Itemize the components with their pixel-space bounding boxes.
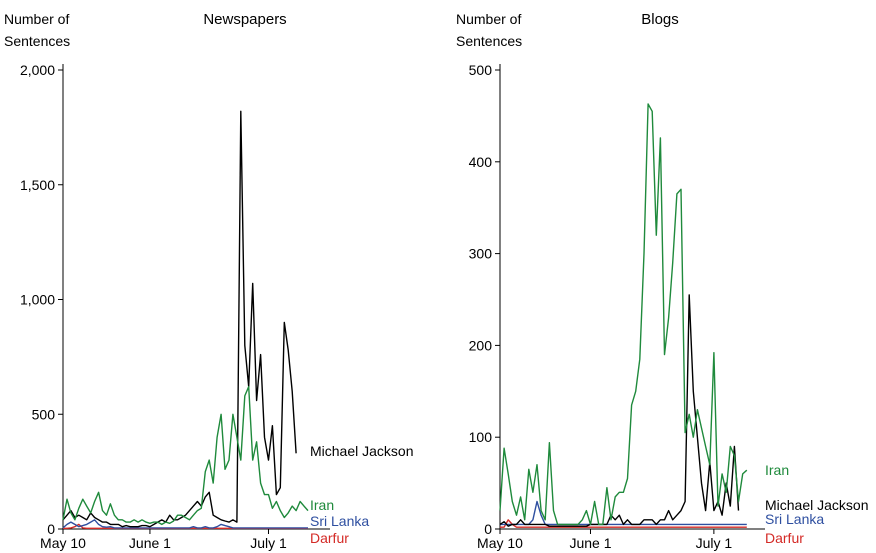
blogs-y-tick-label-0: 0 [484, 521, 492, 537]
newspapers-x-tick-label-0: May 10 [40, 535, 86, 551]
blogs-x-tick-label-1: June 1 [569, 535, 611, 551]
blogs-label-iran: Iran [765, 462, 789, 478]
newspapers-series [62, 110, 309, 529]
newspapers-ylabel-line2: Sentences [4, 33, 70, 49]
newspapers-x-tick-label-2: July 1 [250, 535, 287, 551]
newspapers-label-michael-jackson: Michael Jackson [310, 443, 414, 459]
newspapers-label-darfur: Darfur [310, 530, 349, 546]
newspapers-series-iran [62, 386, 309, 526]
blogs-series-sri-lanka [500, 500, 747, 526]
blogs-y-ticks: 0 100 200 300 400 500 [469, 62, 500, 537]
blogs-series [499, 103, 748, 528]
blogs-x-tick-label-2: July 1 [696, 535, 733, 551]
blogs-label-sri-lanka: Sri Lanka [765, 511, 824, 527]
blogs-ylabel-line1: Number of [456, 11, 521, 27]
newspapers-y-tick-label-4: 2,000 [20, 62, 55, 78]
blogs-title: Blogs [641, 11, 679, 28]
blogs-series-michael-jackson [499, 294, 740, 527]
newspapers-y-tick-label-0: 0 [47, 521, 55, 537]
newspapers-y-ticks: 0 500 1,000 1,500 2,000 [20, 62, 63, 537]
blogs-y-tick-label-2: 200 [469, 337, 493, 353]
newspapers-panel: Newspapers Number of Sentences 0 500 1,000… [4, 11, 414, 551]
blogs-x-tick-label-0: May 10 [477, 535, 523, 551]
newspapers-label-iran: Iran [310, 497, 334, 513]
newspapers-ylabel-line1: Number of [4, 11, 69, 27]
blogs-panel: Blogs Number of Sentences 0 100 200 300 400 5… [456, 11, 869, 551]
blogs-y-tick-label-5: 500 [469, 62, 493, 78]
blogs-y-tick-label-1: 100 [469, 429, 493, 445]
blogs-label-michael-jackson: Michael Jackson [765, 497, 869, 513]
blogs-y-tick-label-3: 300 [469, 246, 493, 262]
newspapers-label-sri-lanka: Sri Lanka [310, 513, 369, 529]
blogs-label-darfur: Darfur [765, 530, 804, 546]
blogs-y-tick-label-4: 400 [469, 154, 493, 170]
newspapers-title: Newspapers [203, 11, 286, 28]
newspapers-y-tick-label-3: 1,500 [20, 177, 55, 193]
blogs-x-ticks: May 10 June 1 July 1 [477, 529, 732, 551]
newspapers-x-ticks: May 10 June 1 July 1 [40, 529, 287, 551]
newspapers-series-michael-jackson [62, 110, 297, 528]
newspapers-y-tick-label-1: 500 [32, 406, 56, 422]
blogs-series-darfur [500, 519, 747, 528]
newspapers-y-tick-label-2: 1,000 [20, 292, 55, 308]
newspapers-series-sri-lanka [62, 519, 308, 529]
blogs-ylabel-line2: Sentences [456, 33, 522, 49]
newspapers-x-tick-label-1: June 1 [129, 535, 171, 551]
blogs-series-iran [499, 103, 748, 526]
